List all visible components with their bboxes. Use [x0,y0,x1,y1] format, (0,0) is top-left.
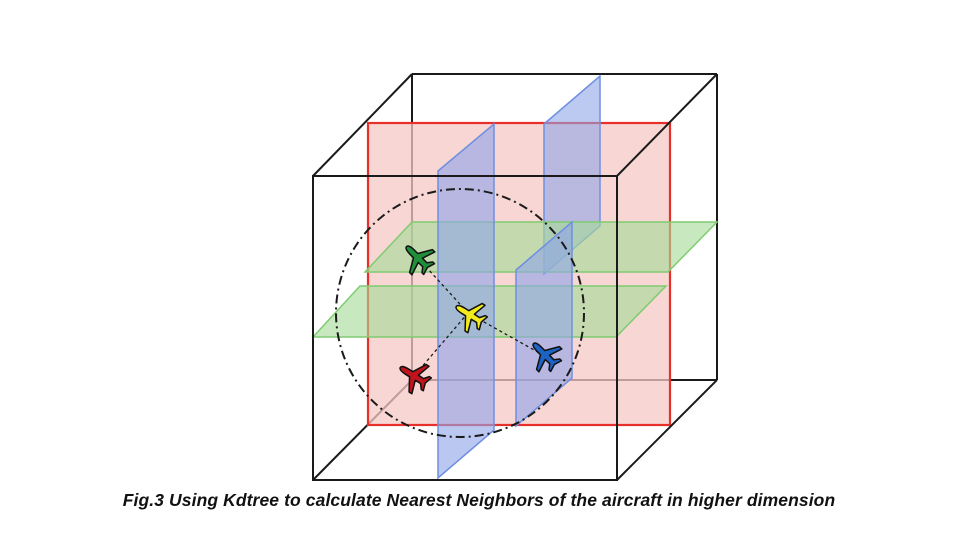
cube-depth-bottom-right-edge [616,379,718,481]
figure-caption: Fig.3 Using Kdtree to calculate Nearest … [122,490,836,510]
blue-split-plane-front-right [515,220,573,428]
cube-depth-top-right-edge [616,73,718,177]
cube-depth-top-left-edge [312,73,413,177]
cube-front-face [312,175,618,481]
cube-front-edges [312,73,718,481]
link-query-to-red [413,312,469,377]
blue-split-plane-front-left [437,122,495,480]
search-radius-circle [335,188,585,438]
